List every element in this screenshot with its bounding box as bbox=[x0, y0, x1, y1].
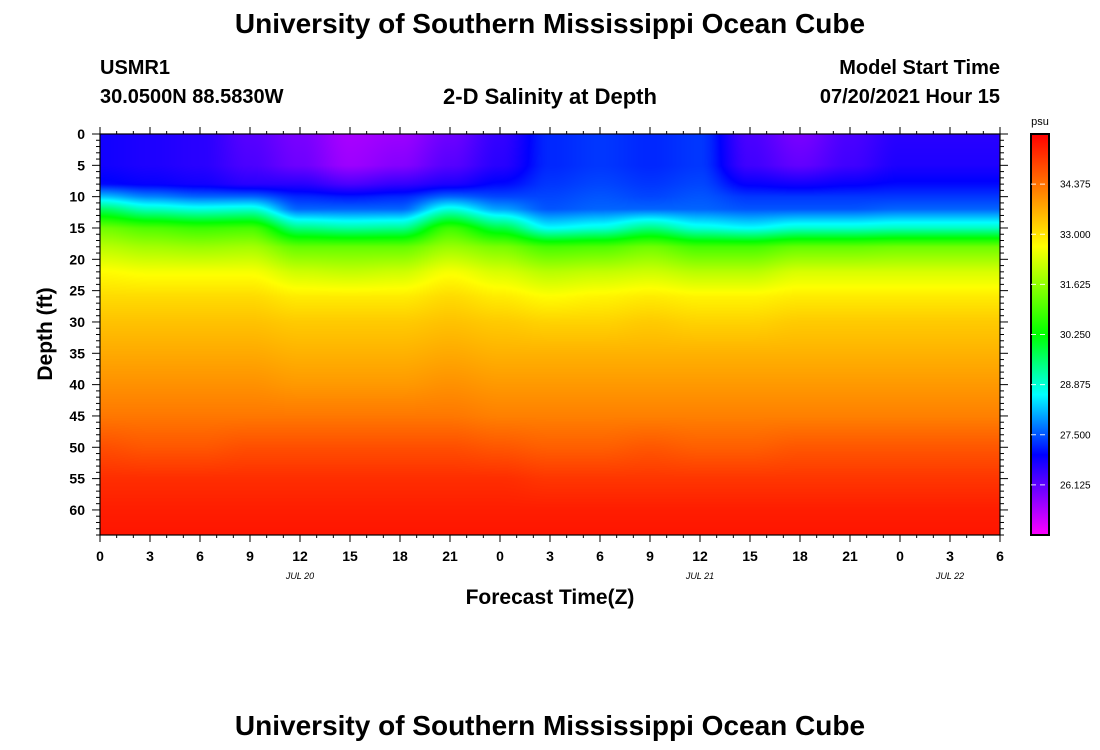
x-tick-label: 3 bbox=[946, 548, 954, 564]
colorbar-ticks: 34.375 33.000 31.625 30.250 28.875 27.500 26.1… bbox=[1031, 180, 1091, 491]
x-tick-label: 21 bbox=[842, 548, 858, 564]
y-tick-label: 20 bbox=[69, 251, 85, 267]
heatmap-container bbox=[100, 134, 1000, 535]
colorbar-tick-label: 27.500 bbox=[1060, 430, 1091, 441]
colorbar-tick-label: 31.625 bbox=[1060, 280, 1091, 291]
y-tick-label: 0 bbox=[77, 126, 85, 142]
x-tick-label: 18 bbox=[792, 548, 808, 564]
y-tick-label: 30 bbox=[69, 314, 85, 330]
colorbar-tick-label: 28.875 bbox=[1060, 380, 1091, 391]
y-tick-label: 40 bbox=[69, 377, 85, 393]
model-start-label: Model Start Time bbox=[839, 57, 1000, 79]
station-id: USMR1 bbox=[100, 57, 171, 79]
x-tick-label: 15 bbox=[342, 548, 358, 564]
x-tick-labels: 0 3 6 9 12 15 18 21 0 3 6 9 12 15 18 21 0 3 6 bbox=[96, 548, 1004, 564]
y-tick-label: 55 bbox=[69, 471, 85, 487]
colorbar-tick-label: 30.250 bbox=[1060, 330, 1091, 341]
x-tick-label: 12 bbox=[692, 548, 708, 564]
colorbar-tick-label: 34.375 bbox=[1060, 180, 1091, 191]
x-tick-label: 21 bbox=[442, 548, 458, 564]
x-tick-label: 6 bbox=[596, 548, 604, 564]
chart-title: 2-D Salinity at Depth bbox=[443, 84, 657, 109]
date-label: JUL 21 bbox=[685, 571, 714, 581]
colorbar-unit: psu bbox=[1031, 116, 1049, 128]
x-tick-label: 0 bbox=[896, 548, 904, 564]
x-tick-label: 6 bbox=[996, 548, 1004, 564]
y-tick-label: 5 bbox=[77, 157, 85, 173]
colorbar-tick-label: 33.000 bbox=[1060, 230, 1091, 241]
salinity-heatmap bbox=[100, 134, 1000, 535]
x-tick-label: 15 bbox=[742, 548, 758, 564]
y-tick-label: 10 bbox=[69, 189, 85, 205]
model-start-value: 07/20/2021 Hour 15 bbox=[819, 86, 1000, 108]
x-tick-label: 0 bbox=[96, 548, 104, 564]
station-coordinates: 30.0500N 88.5830W bbox=[100, 86, 284, 108]
x-axis-label: Forecast Time(Z) bbox=[466, 586, 635, 609]
x-tick-label: 3 bbox=[546, 548, 554, 564]
footer-title: University of Southern Mississippi Ocean… bbox=[234, 710, 866, 741]
axis-ticks bbox=[92, 127, 1008, 542]
x-tick-label: 3 bbox=[146, 548, 154, 564]
colorbar-tick-label: 26.125 bbox=[1060, 480, 1091, 491]
y-tick-labels: 0 5 10 15 20 25 30 35 40 45 50 55 60 bbox=[69, 126, 85, 518]
y-tick-label: 35 bbox=[69, 345, 85, 361]
x-tick-label: 0 bbox=[496, 548, 504, 564]
y-tick-label: 50 bbox=[69, 439, 85, 455]
x-tick-label: 9 bbox=[646, 548, 654, 564]
y-axis-label: Depth (ft) bbox=[34, 287, 57, 380]
y-tick-label: 60 bbox=[69, 502, 85, 518]
date-label: JUL 20 bbox=[285, 571, 314, 581]
page-title: University of Southern Mississippi Ocean… bbox=[234, 8, 866, 39]
date-labels: JUL 20 JUL 21 JUL 22 bbox=[285, 571, 964, 581]
y-tick-label: 25 bbox=[69, 283, 85, 299]
date-label: JUL 22 bbox=[935, 571, 964, 581]
y-tick-label: 15 bbox=[69, 220, 85, 236]
x-tick-label: 18 bbox=[392, 548, 408, 564]
x-tick-label: 12 bbox=[292, 548, 308, 564]
x-tick-label: 9 bbox=[246, 548, 254, 564]
y-tick-label: 45 bbox=[69, 408, 85, 424]
x-tick-label: 6 bbox=[196, 548, 204, 564]
